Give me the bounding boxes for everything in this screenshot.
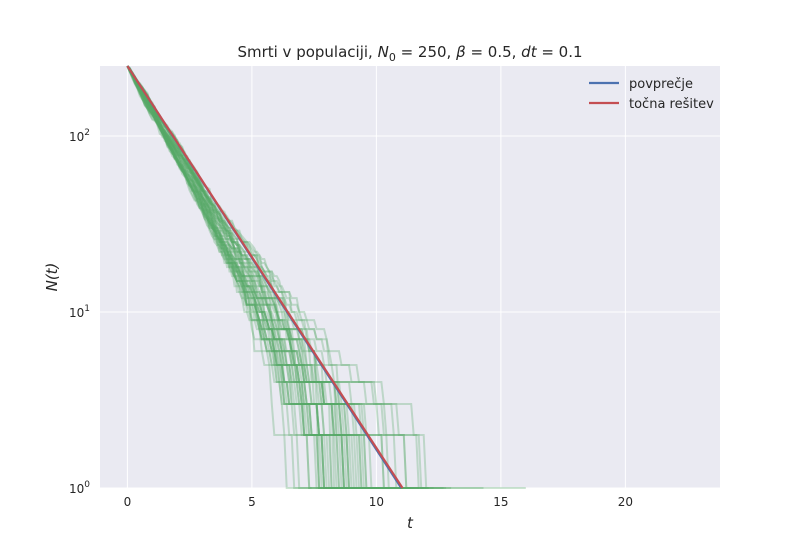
simulation-line xyxy=(126,65,419,489)
simulation-line xyxy=(126,65,374,489)
simulation-line xyxy=(126,65,349,489)
x-tick-label: 15 xyxy=(493,495,508,509)
simulation-line xyxy=(126,65,402,489)
simulation-line xyxy=(126,65,414,489)
simulation-line xyxy=(126,65,447,489)
simulation-line xyxy=(126,65,424,489)
simulation-line xyxy=(126,65,322,489)
y-tick-label: 101 xyxy=(69,304,90,320)
simulation-line xyxy=(126,65,357,489)
grid xyxy=(100,66,720,489)
plot-background xyxy=(100,66,720,488)
simulation-line xyxy=(126,65,312,489)
simulation-line xyxy=(126,65,362,489)
simulation-line xyxy=(126,65,484,489)
x-tick-labels: 0 5 10 15 20 xyxy=(124,495,633,509)
simulation-line xyxy=(126,65,354,489)
x-tick-label: 5 xyxy=(248,495,256,509)
simulation-line xyxy=(126,65,357,489)
simulation-line xyxy=(126,65,347,489)
simulation-line xyxy=(126,65,357,489)
simulation-line xyxy=(126,65,362,489)
legend-label-exact: točna rešitev xyxy=(629,97,714,112)
x-tick-label: 20 xyxy=(618,495,633,509)
simulation-line xyxy=(126,65,392,489)
simulation-line xyxy=(126,65,352,489)
simulation-line xyxy=(126,65,342,489)
simulation-line xyxy=(126,65,349,489)
simulation-line xyxy=(126,65,327,489)
simulation-line xyxy=(126,65,339,489)
series-lines xyxy=(126,65,404,489)
y-tick-label: 102 xyxy=(69,128,90,144)
simulation-line xyxy=(126,65,409,489)
simulation-line xyxy=(126,65,344,489)
y-tick-labels: 100 101 102 xyxy=(69,128,90,496)
simulation-line xyxy=(126,65,379,489)
simulation-line xyxy=(126,65,429,489)
simulation-line xyxy=(126,65,377,489)
x-tick-label: 0 xyxy=(124,495,132,509)
legend: povprečje točna rešitev xyxy=(589,77,714,112)
simulation-lines xyxy=(126,65,526,489)
simulation-line xyxy=(126,65,444,489)
simulation-line xyxy=(126,65,412,489)
x-tick-label: 10 xyxy=(369,495,384,509)
simulation-line xyxy=(126,65,434,489)
simulation-line xyxy=(126,65,526,489)
simulation-line xyxy=(126,65,325,489)
simulation-line xyxy=(126,65,404,489)
simulation-line xyxy=(126,65,382,489)
series-line-exact xyxy=(126,65,404,489)
simulation-line xyxy=(126,65,352,489)
x-axis-label: t xyxy=(407,514,414,532)
simulation-line xyxy=(126,65,384,489)
y-tick-label: 100 xyxy=(69,480,90,496)
simulation-line xyxy=(126,65,452,489)
simulation-line xyxy=(126,65,369,489)
simulation-line xyxy=(126,65,399,489)
y-axis-label: N(t) xyxy=(43,263,61,292)
simulation-line xyxy=(126,65,427,489)
chart-title: Smrti v populaciji, N0 = 250, β = 0.5, d… xyxy=(237,43,582,64)
legend-label-average: povprečje xyxy=(629,77,693,92)
simulation-line xyxy=(126,65,352,489)
